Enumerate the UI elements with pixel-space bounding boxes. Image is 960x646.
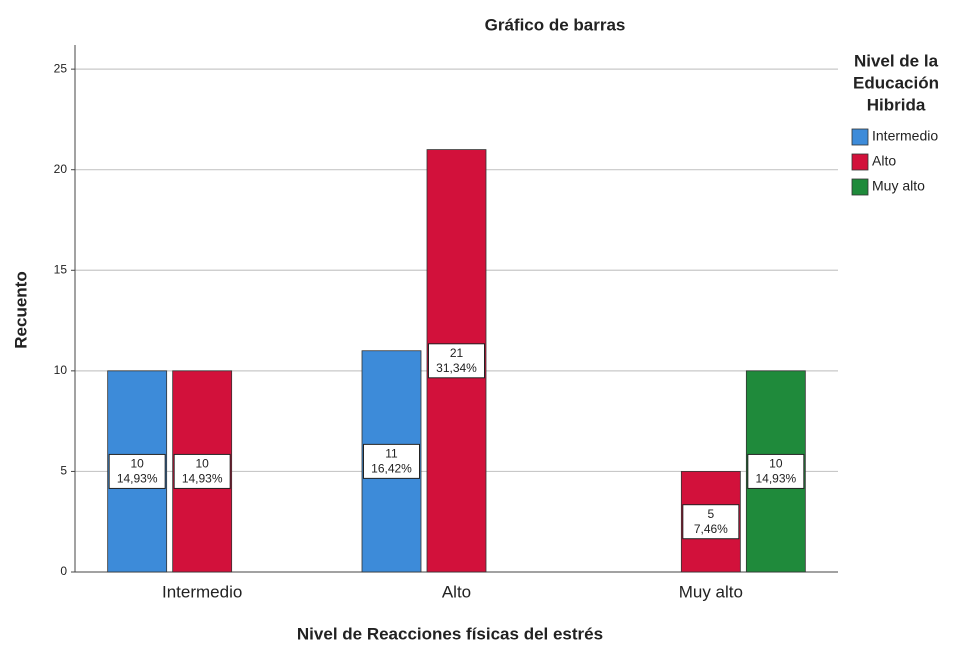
- legend-label: Intermedio: [872, 128, 938, 144]
- x-tick-label: Intermedio: [162, 582, 242, 601]
- y-tick-label: 0: [60, 564, 67, 578]
- data-label: 11: [385, 447, 398, 461]
- data-label: 16,42%: [371, 462, 412, 476]
- y-tick-label: 5: [60, 464, 67, 478]
- data-label-box: [747, 453, 805, 489]
- data-label: 10: [195, 457, 209, 471]
- legend-title: Educación: [853, 73, 939, 92]
- data-label-box: [108, 453, 166, 489]
- x-tick-label: Alto: [442, 582, 471, 601]
- data-label: 31,34%: [436, 361, 477, 375]
- y-tick-label: 20: [54, 162, 68, 176]
- data-label: 10: [769, 457, 783, 471]
- y-axis-label: Recuento: [11, 271, 30, 348]
- data-label: 10: [130, 457, 144, 471]
- data-label-box: [428, 343, 485, 379]
- data-label: 14,93%: [117, 472, 158, 486]
- legend-title: Hibrida: [867, 95, 926, 114]
- data-label-box: [173, 453, 231, 489]
- legend-label: Muy alto: [872, 178, 925, 194]
- data-label: 7,46%: [694, 522, 728, 536]
- legend-swatch: [851, 128, 869, 146]
- data-label-box: [363, 443, 420, 479]
- data-label-box: [682, 504, 740, 540]
- y-tick-label: 25: [54, 61, 68, 75]
- x-axis-label: Nivel de Reacciones físicas del estrés: [297, 624, 603, 643]
- data-label: 5: [707, 507, 714, 521]
- y-tick-label: 15: [54, 262, 68, 276]
- legend-swatch: [851, 153, 869, 171]
- x-tick-label: Muy alto: [679, 582, 743, 601]
- legend-label: Alto: [872, 153, 896, 169]
- data-label: 14,93%: [182, 472, 223, 486]
- legend-title: Nivel de la: [854, 51, 939, 70]
- data-label: 21: [450, 346, 464, 360]
- legend-swatch: [851, 178, 869, 196]
- y-tick-label: 10: [54, 363, 68, 377]
- data-label: 14,93%: [755, 472, 796, 486]
- chart-title: Gráfico de barras: [485, 15, 626, 34]
